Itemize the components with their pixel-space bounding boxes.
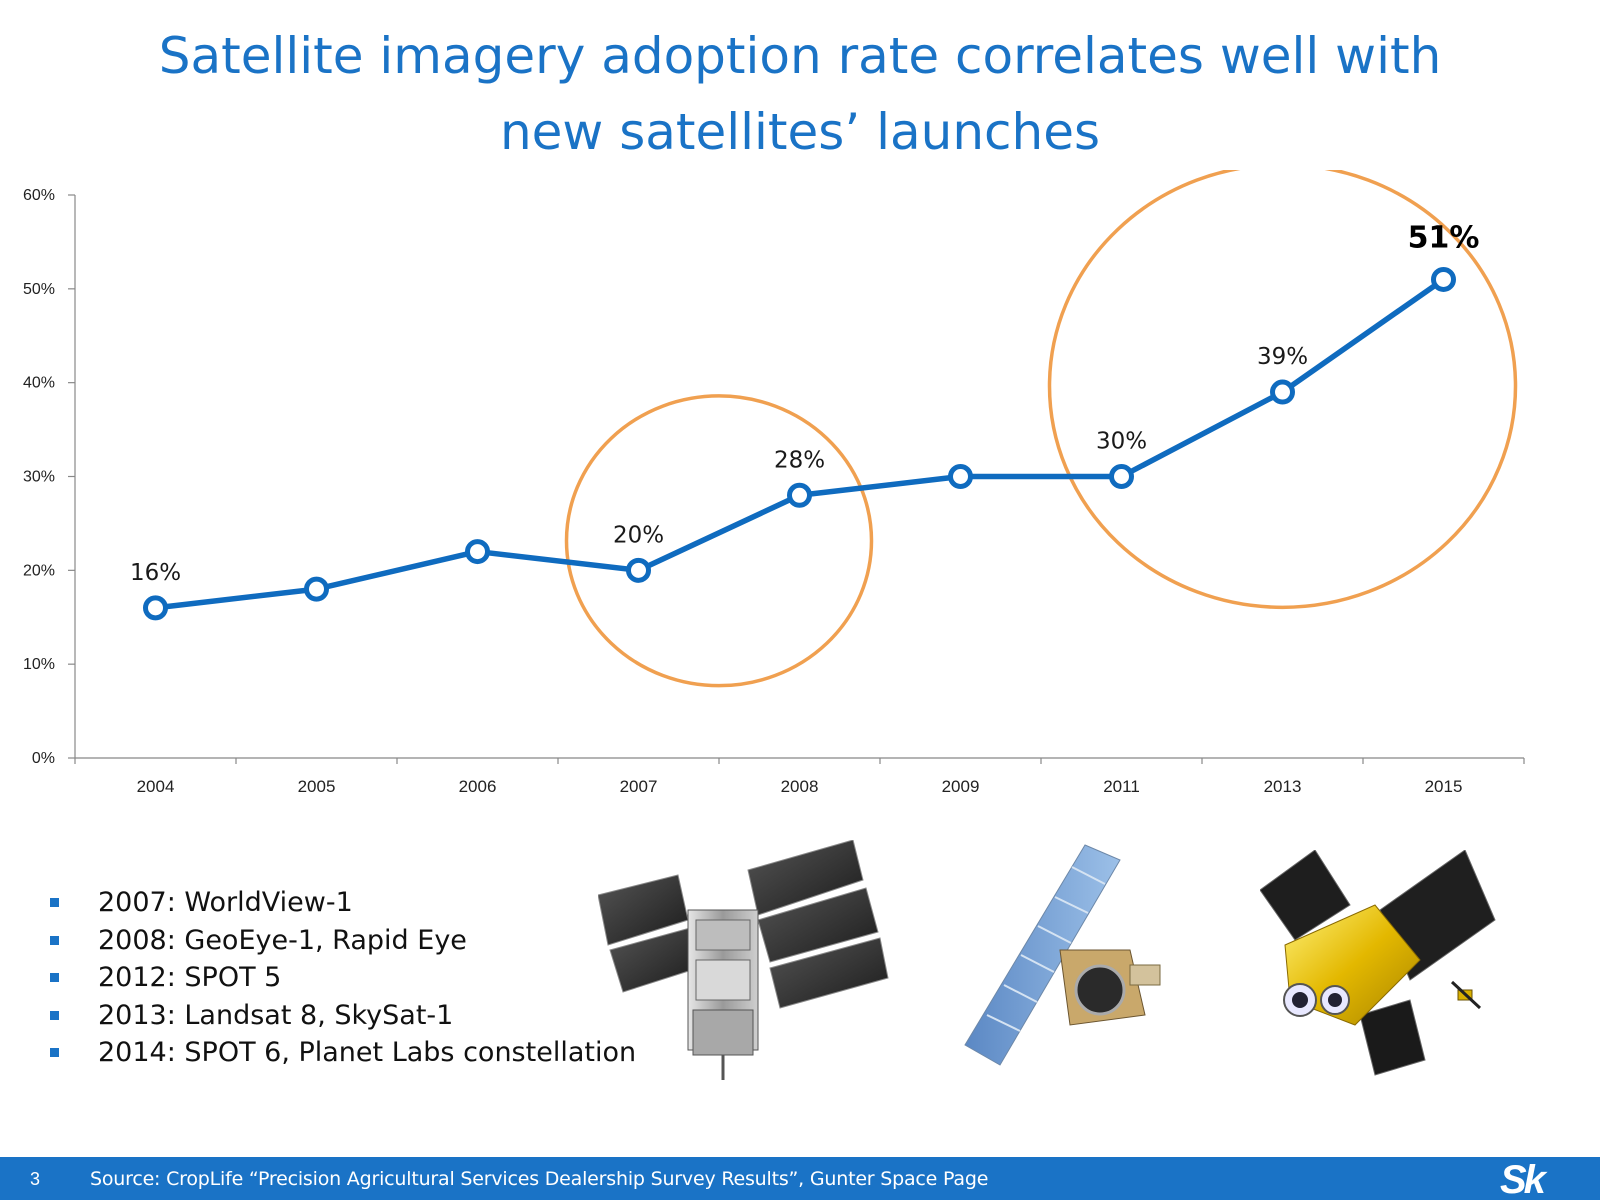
list-item: 2012: SPOT 5 [48,959,636,997]
list-item: 2014: SPOT 6, Planet Labs constellation [48,1034,636,1072]
x-tick-label: 2015 [1425,777,1463,796]
x-tick-label: 2011 [1103,777,1140,796]
bullet-icon [50,935,59,945]
data-point [1270,379,1295,405]
geoeye-satellite-image [964,844,1161,1066]
y-tick-label: 20% [23,562,55,579]
worldview-satellite-image [598,840,889,1080]
data-label: 28% [774,447,825,473]
list-item: 2008: GeoEye-1, Rapid Eye [48,922,636,960]
data-point [143,595,168,621]
y-tick-label: 40% [23,375,55,392]
list-item: 2007: WorldView-1 [48,884,636,922]
list-item: 2013: Landsat 8, SkySat-1 [48,997,636,1035]
data-point [948,464,973,489]
slide-title: Satellite imagery adoption rate correlat… [0,18,1600,170]
launch-list: 2007: WorldView-1 2008: GeoEye-1, Rapid … [48,884,636,1072]
highlight-circle [1047,170,1518,610]
data-label: 51% [1408,220,1480,255]
title-line-2: new satellites’ launches [499,103,1101,161]
x-tick-label: 2004 [137,777,175,796]
y-tick-label: 0% [32,750,55,767]
data-point [1109,464,1134,489]
data-label: 20% [613,522,664,548]
x-tick-label: 2008 [781,777,819,796]
data-point [304,576,329,602]
y-tick-label: 60% [23,187,55,204]
data-point [626,557,651,583]
x-tick-label: 2007 [620,777,658,796]
bullet-icon [50,1048,59,1057]
page-number: 3 [30,1169,41,1189]
footer-bar: 3 Source: CropLife “Precision Agricultur… [0,1157,1600,1200]
spot-satellite-image [1260,850,1496,1076]
data-label: 16% [130,560,181,586]
bullet-icon [50,1010,59,1020]
data-point [787,482,812,508]
bullet-icon [50,898,59,907]
source-note: Source: CropLife “Precision Agricultural… [90,1168,989,1190]
title-line-1: Satellite imagery adoption rate correlat… [158,27,1442,85]
x-tick-label: 2013 [1264,777,1302,796]
data-point [1431,266,1456,292]
x-tick-label: 2006 [459,777,497,796]
bullet-icon [50,973,59,982]
x-tick-label: 2009 [942,777,980,796]
series-line [155,277,1446,611]
adoption-rate-chart: 0% 10% 20% 30% 40% 50% 60% 2004 2005 2006 2007 2008… [23,170,1525,796]
data-label: 30% [1096,429,1147,455]
y-tick-label: 50% [23,281,55,298]
y-tick-label: 10% [23,656,55,673]
data-label: 39% [1257,344,1308,370]
highlight-circle [564,394,874,688]
data-point [465,539,490,565]
company-logo: Sk [1500,1158,1546,1200]
x-tick-label: 2005 [298,777,336,796]
y-tick-label: 30% [23,469,55,486]
